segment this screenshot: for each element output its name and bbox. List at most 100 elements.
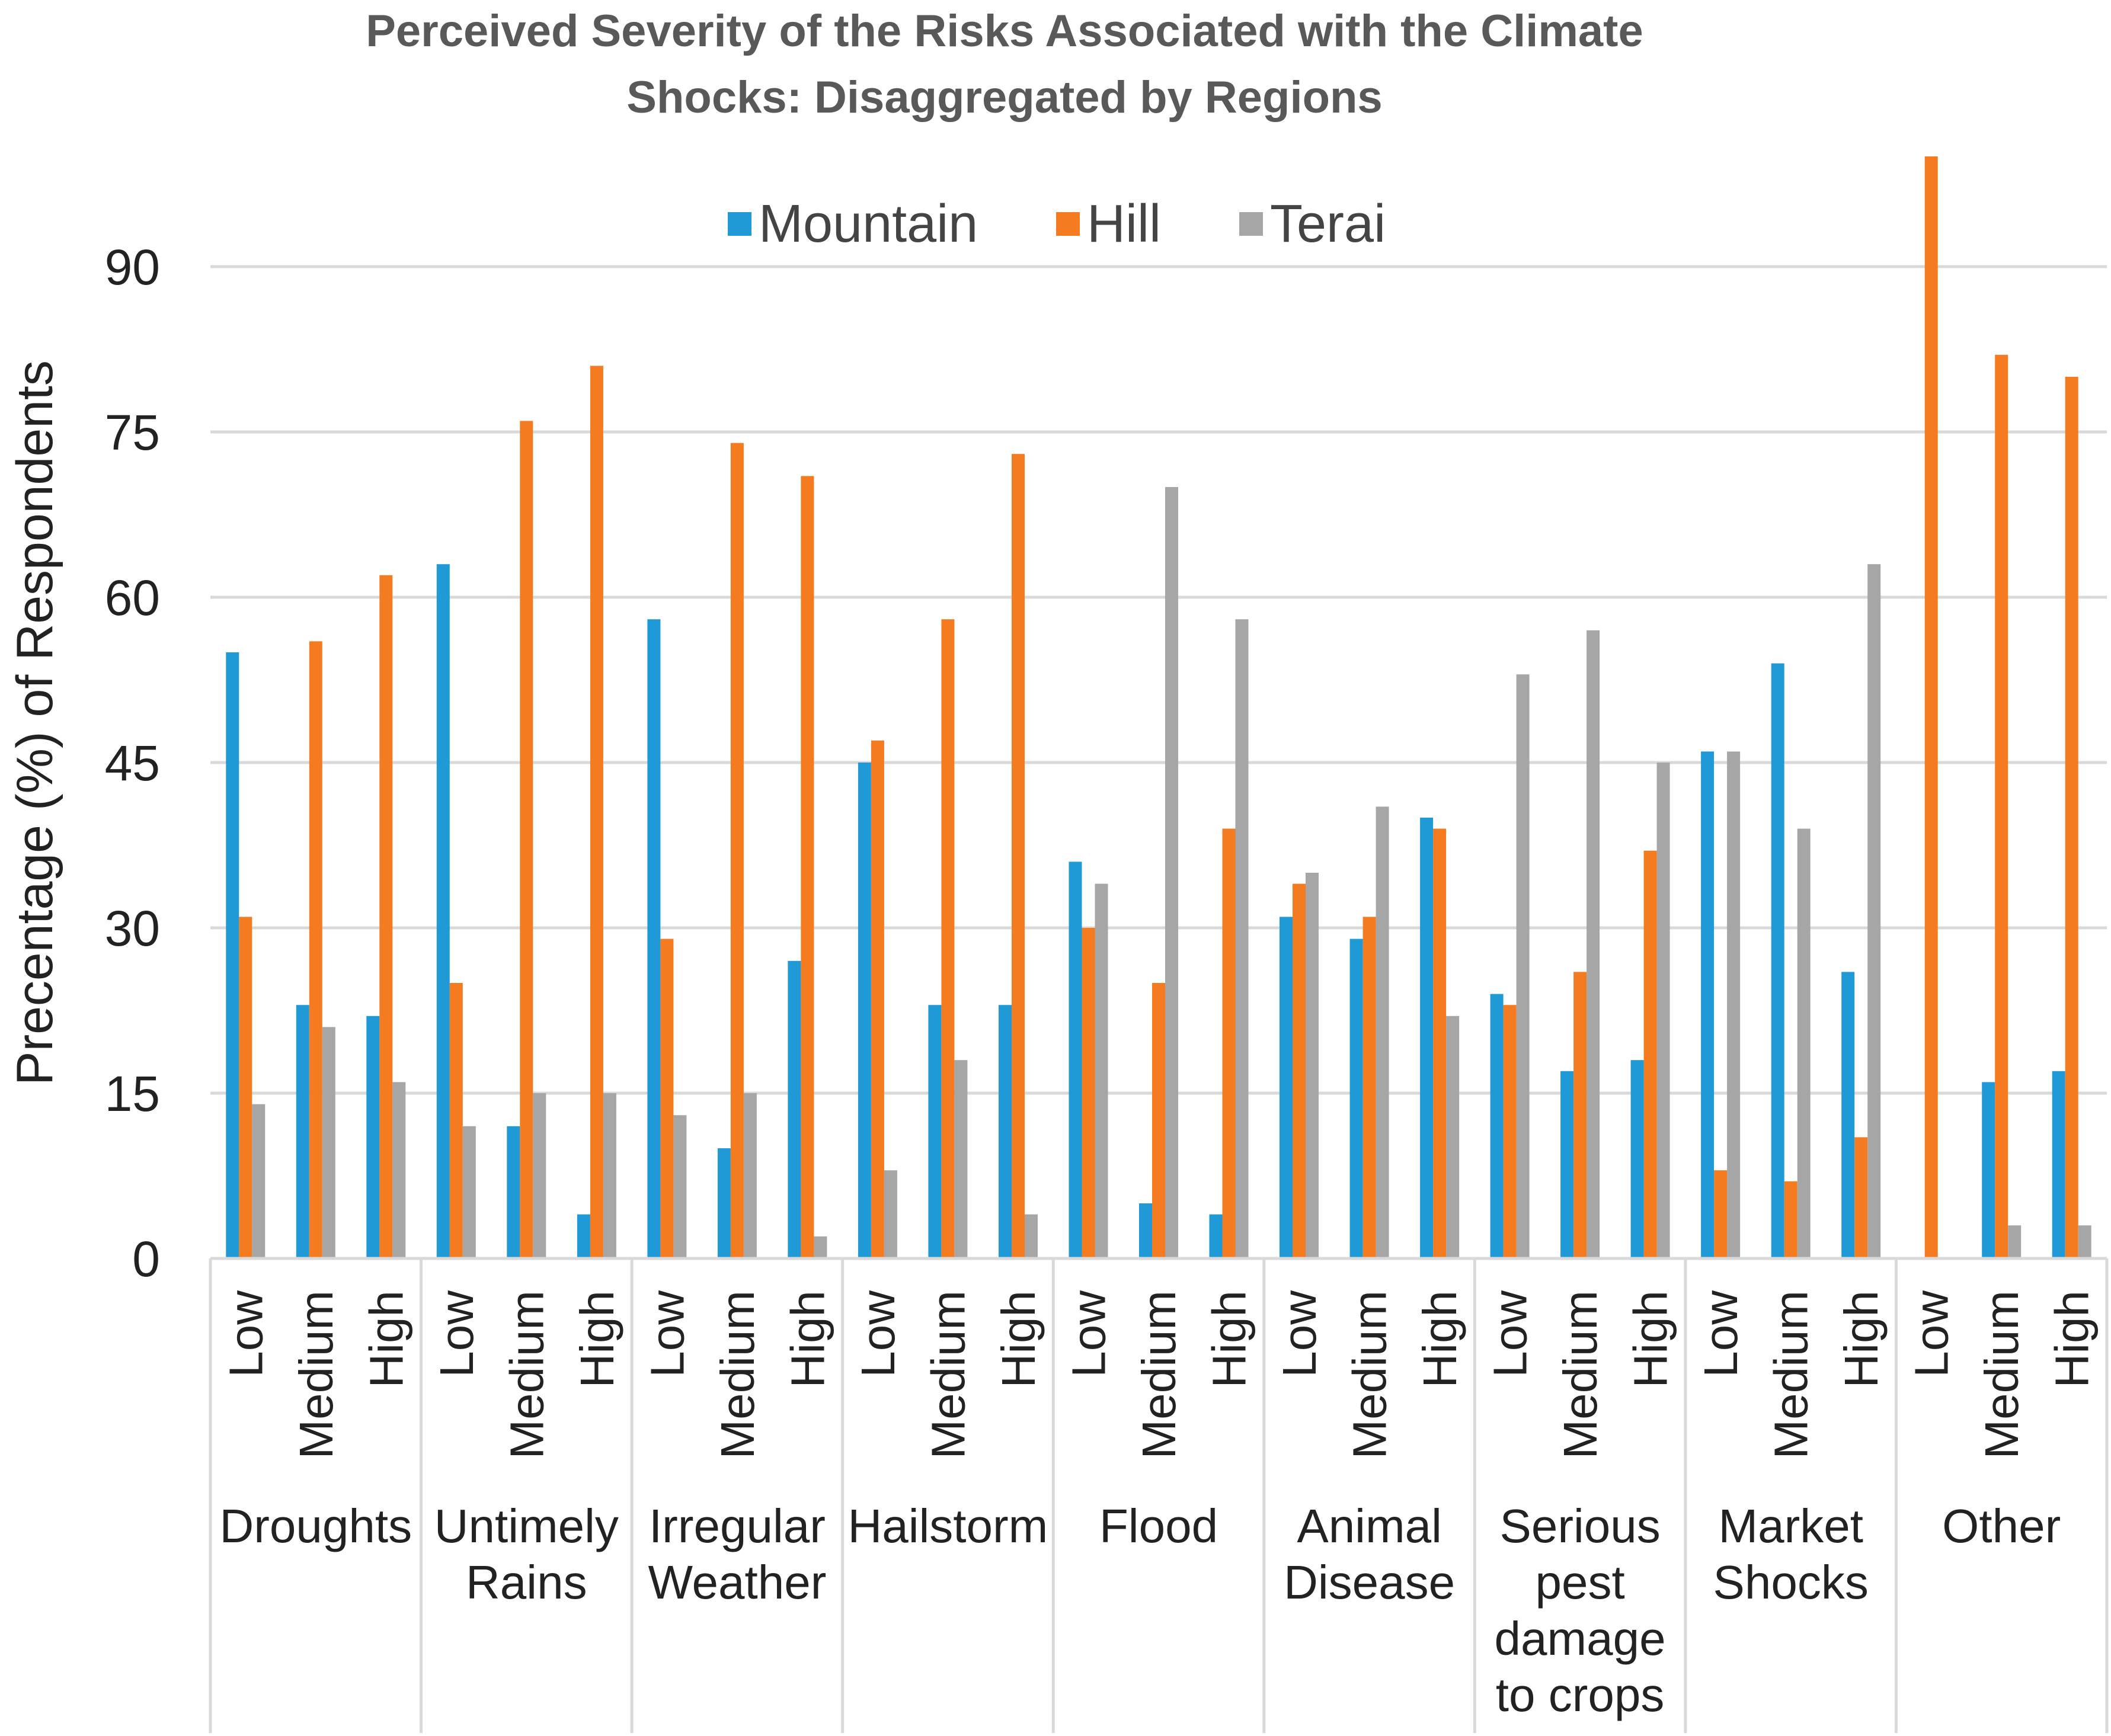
x-tick-label-hailstorm-high: High bbox=[992, 1290, 1045, 1388]
x-tick-label-market-shocks-high: High bbox=[1835, 1290, 1888, 1388]
bar-hill-untimely-rains-medium bbox=[520, 421, 533, 1258]
bar-terai-flood-medium bbox=[1165, 487, 1178, 1258]
bar-terai-animal-disease-low bbox=[1306, 873, 1319, 1258]
bar-mountain-other-medium bbox=[1982, 1082, 1995, 1258]
x-tick-label-flood-medium: Medium bbox=[1133, 1290, 1185, 1459]
bar-terai-other-medium bbox=[2008, 1225, 2022, 1258]
bar-terai-droughts-medium bbox=[322, 1027, 335, 1258]
group-label-animal-disease-line-2: Disease bbox=[1284, 1556, 1455, 1609]
bar-mountain-animal-disease-low bbox=[1280, 917, 1293, 1258]
bar-hill-serious-pest-damage-to-crops-medium bbox=[1573, 972, 1587, 1258]
bar-terai-droughts-low bbox=[252, 1104, 266, 1258]
labels: 0 15 30 45 60 75 90 Low Medium High Low Medium High L… bbox=[105, 239, 2099, 1721]
bar-hill-irregular-weather-medium bbox=[730, 443, 744, 1258]
bar-hill-irregular-weather-low bbox=[660, 939, 674, 1258]
legend-swatch-mountain bbox=[728, 212, 751, 236]
bar-hill-market-shocks-medium bbox=[1784, 1181, 1797, 1258]
bar-terai-market-shocks-low bbox=[1727, 751, 1741, 1258]
x-tick-label-untimely-rains-medium: Medium bbox=[500, 1290, 553, 1459]
axes bbox=[209, 1257, 2109, 1733]
x-tick-label-irregular-weather-high: High bbox=[781, 1290, 834, 1388]
bars bbox=[226, 156, 2091, 1259]
group-label-untimely-rains-line-2: Rains bbox=[466, 1556, 587, 1609]
group-label-serious-pest-damage-to-crops-line-2: pest bbox=[1535, 1556, 1624, 1609]
bar-mountain-market-shocks-low bbox=[1701, 751, 1715, 1258]
bar-terai-market-shocks-high bbox=[1867, 564, 1881, 1259]
bar-mountain-hailstorm-low bbox=[858, 763, 871, 1258]
bar-terai-flood-low bbox=[1095, 883, 1108, 1258]
bar-mountain-hailstorm-medium bbox=[928, 1005, 942, 1258]
bar-hill-flood-medium bbox=[1152, 983, 1165, 1258]
y-tick-label-60: 60 bbox=[105, 570, 160, 626]
x-tick-label-droughts-low: Low bbox=[219, 1290, 272, 1378]
bar-mountain-market-shocks-medium bbox=[1771, 663, 1784, 1258]
x-tick-label-droughts-medium: Medium bbox=[290, 1290, 343, 1459]
bar-mountain-irregular-weather-medium bbox=[717, 1148, 731, 1258]
x-tick-label-flood-high: High bbox=[1203, 1290, 1256, 1388]
group-label-irregular-weather-line-1: Irregular bbox=[649, 1500, 826, 1552]
bar-mountain-serious-pest-damage-to-crops-medium bbox=[1560, 1071, 1574, 1258]
x-tick-label-other-low: Low bbox=[1905, 1290, 1958, 1378]
bar-terai-irregular-weather-medium bbox=[743, 1093, 757, 1258]
y-tick-label-30: 30 bbox=[105, 901, 160, 956]
bar-terai-untimely-rains-medium bbox=[533, 1093, 546, 1258]
bar-terai-irregular-weather-low bbox=[673, 1115, 687, 1258]
bar-mountain-other-high bbox=[2052, 1071, 2065, 1258]
bar-terai-serious-pest-damage-to-crops-low bbox=[1516, 674, 1530, 1258]
y-tick-label-0: 0 bbox=[132, 1231, 160, 1287]
x-tick-label-flood-low: Low bbox=[1063, 1290, 1115, 1378]
chart-title-line-1: Perceived Severity of the Risks Associat… bbox=[366, 6, 1643, 56]
x-tick-label-serious-pest-damage-to-crops-high: High bbox=[1624, 1290, 1677, 1388]
bar-mountain-untimely-rains-high bbox=[577, 1214, 590, 1258]
bar-hill-flood-high bbox=[1222, 828, 1236, 1258]
bar-terai-untimely-rains-high bbox=[603, 1093, 616, 1258]
bar-hill-flood-low bbox=[1082, 928, 1095, 1258]
bar-mountain-droughts-low bbox=[226, 652, 239, 1258]
bar-hill-market-shocks-high bbox=[1854, 1137, 1868, 1258]
x-tick-label-serious-pest-damage-to-crops-low: Low bbox=[1484, 1290, 1537, 1378]
chart-title-line-2: Shocks: Disaggregated by Regions bbox=[626, 72, 1382, 123]
x-tick-label-serious-pest-damage-to-crops-medium: Medium bbox=[1554, 1290, 1607, 1459]
x-tick-label-market-shocks-low: Low bbox=[1694, 1290, 1747, 1378]
bar-hill-droughts-low bbox=[239, 917, 252, 1258]
bar-hill-hailstorm-low bbox=[871, 740, 884, 1258]
group-label-serious-pest-damage-to-crops-line-3: damage bbox=[1495, 1612, 1666, 1665]
bar-terai-serious-pest-damage-to-crops-high bbox=[1656, 763, 1670, 1258]
bar-hill-other-high bbox=[2065, 377, 2078, 1258]
bar-hill-untimely-rains-high bbox=[590, 366, 603, 1258]
x-tick-label-irregular-weather-medium: Medium bbox=[711, 1290, 764, 1459]
bar-mountain-animal-disease-high bbox=[1420, 818, 1434, 1258]
x-tick-label-other-high: High bbox=[2046, 1290, 2099, 1388]
bar-terai-hailstorm-high bbox=[1025, 1214, 1038, 1258]
bar-hill-hailstorm-medium bbox=[941, 619, 955, 1258]
y-tick-label-45: 45 bbox=[105, 735, 160, 791]
bar-terai-flood-high bbox=[1235, 619, 1249, 1258]
x-tick-label-hailstorm-low: Low bbox=[852, 1290, 904, 1378]
bar-hill-irregular-weather-high bbox=[801, 476, 814, 1258]
group-label-market-shocks-line-2: Shocks bbox=[1713, 1556, 1869, 1609]
bar-terai-hailstorm-low bbox=[884, 1170, 897, 1258]
bar-mountain-flood-high bbox=[1209, 1214, 1223, 1258]
bar-hill-droughts-high bbox=[379, 575, 393, 1258]
legend-swatch-terai bbox=[1239, 212, 1263, 236]
x-tick-label-other-medium: Medium bbox=[1975, 1290, 2028, 1459]
x-tick-label-animal-disease-high: High bbox=[1413, 1290, 1466, 1388]
bar-mountain-untimely-rains-medium bbox=[507, 1126, 520, 1258]
legend-swatch-hill bbox=[1056, 212, 1080, 236]
x-tick-label-market-shocks-medium: Medium bbox=[1765, 1290, 1818, 1459]
bar-hill-animal-disease-medium bbox=[1362, 917, 1376, 1258]
bar-mountain-droughts-high bbox=[366, 1016, 380, 1258]
group-label-market-shocks-line-1: Market bbox=[1718, 1500, 1863, 1552]
legend-label-mountain: Mountain bbox=[759, 194, 978, 254]
bar-hill-other-low bbox=[1924, 156, 1938, 1258]
gridlines bbox=[210, 265, 2107, 1095]
bar-terai-animal-disease-medium bbox=[1376, 806, 1389, 1258]
x-tick-label-untimely-rains-high: High bbox=[571, 1290, 623, 1388]
legend-label-hill: Hill bbox=[1087, 194, 1161, 254]
y-tick-label-90: 90 bbox=[105, 239, 160, 295]
group-label-animal-disease-line-1: Animal bbox=[1297, 1500, 1442, 1552]
x-tick-label-animal-disease-low: Low bbox=[1273, 1290, 1326, 1378]
bar-mountain-hailstorm-high bbox=[999, 1005, 1012, 1258]
bar-hill-animal-disease-low bbox=[1293, 883, 1306, 1258]
x-tick-label-irregular-weather-low: Low bbox=[641, 1290, 693, 1378]
